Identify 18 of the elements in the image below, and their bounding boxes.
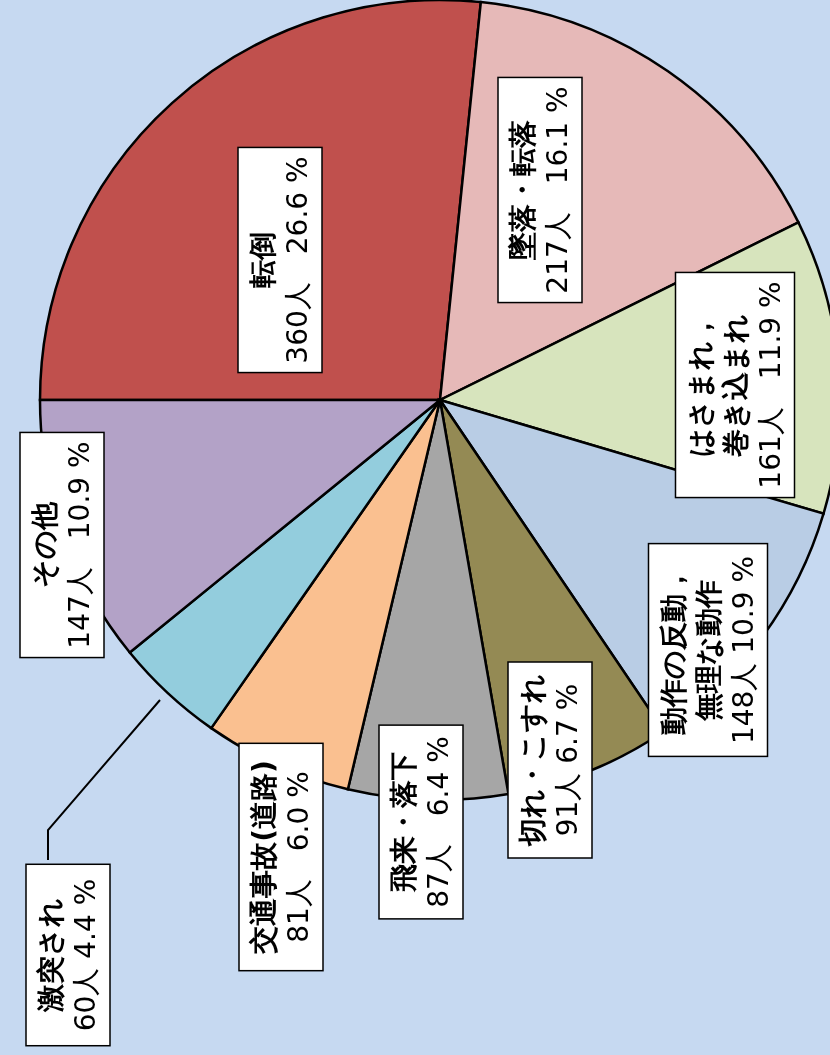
data-label: 60人 4.4 % xyxy=(69,878,102,1032)
slice-label: 動作の反動，無理な動作 xyxy=(656,565,725,736)
data-label: 91人 6.7 % xyxy=(551,683,584,837)
slice-label: 激突され xyxy=(34,898,67,1013)
slice-label: 墜落・転落 xyxy=(506,120,539,261)
data-label: 217人 16.1 % xyxy=(541,86,574,294)
data-label: 148人 10.9 % xyxy=(726,555,760,745)
data-label: 87人 6.4 % xyxy=(422,736,455,908)
slice-label: 交通事故(道路) xyxy=(247,760,280,955)
slice-label: 転倒 xyxy=(246,232,279,288)
slice-label: 飛来・落下 xyxy=(387,752,420,893)
data-label: 161人 11.9 % xyxy=(753,281,787,489)
data-label: 360人 26.6 % xyxy=(281,156,314,364)
data-label: 81人 6.0 % xyxy=(282,771,315,943)
slice-label: はさまれ，巻き込まれ xyxy=(683,313,752,458)
slice-label: その他 xyxy=(28,501,61,588)
slice-label: 切れ・こすれ xyxy=(516,674,549,847)
data-label: 147人 10.9 % xyxy=(63,441,96,649)
